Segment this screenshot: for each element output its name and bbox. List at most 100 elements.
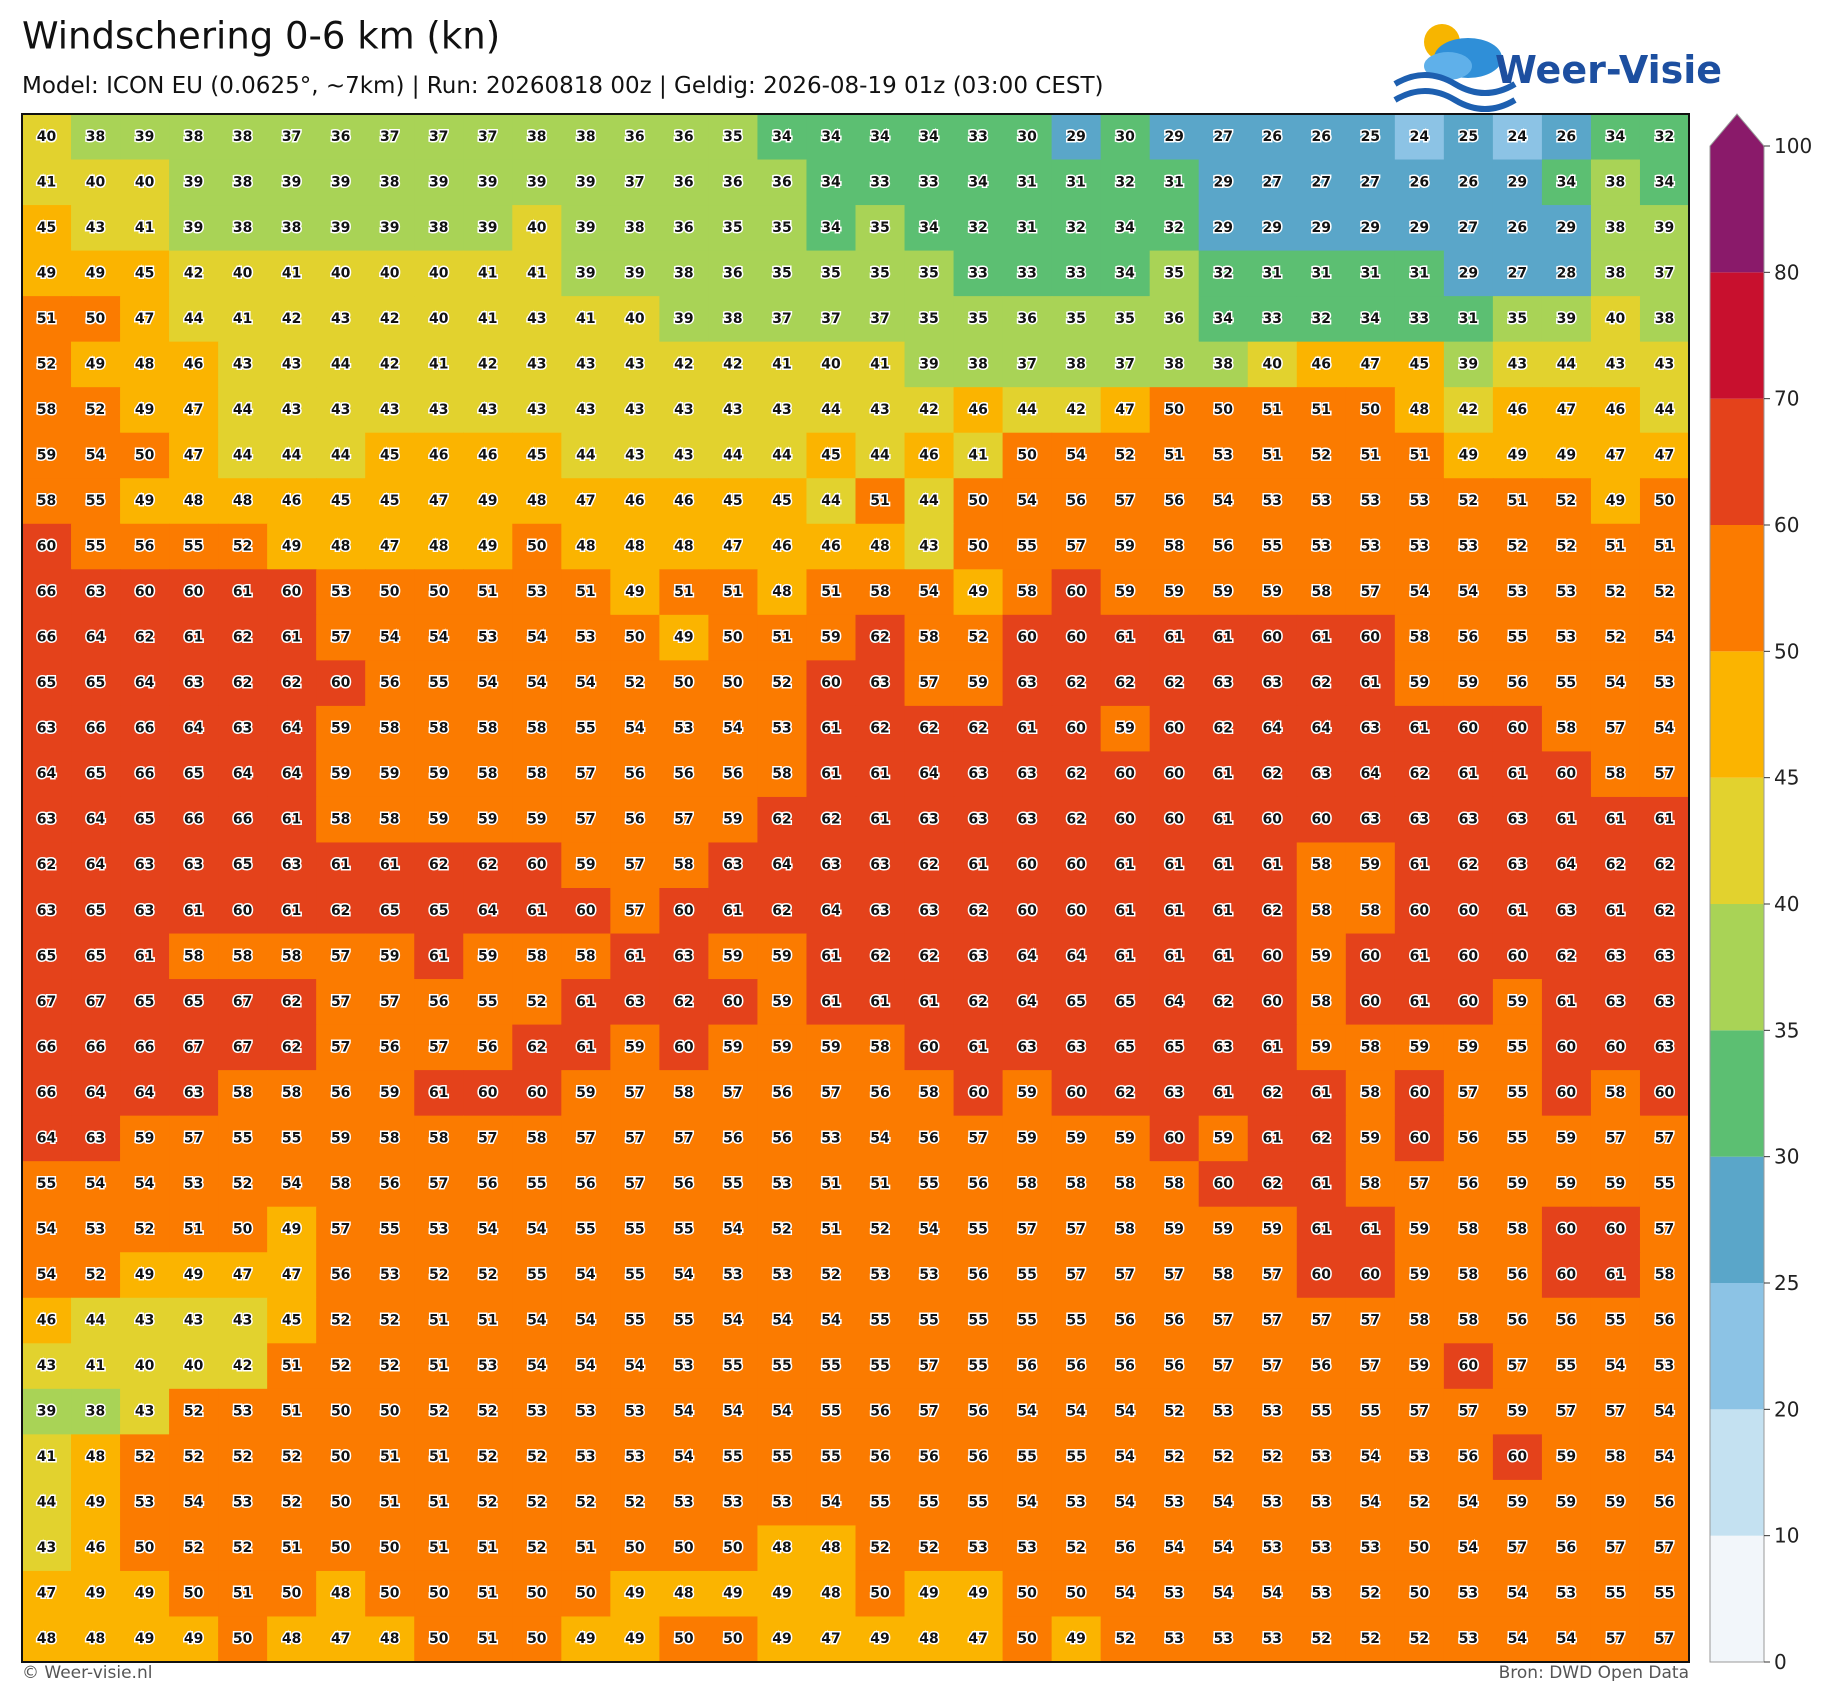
cell-value: 54: [527, 1358, 547, 1374]
field-cell: [1590, 1297, 1641, 1344]
field-cell: [463, 569, 513, 616]
field-cell: [561, 1616, 611, 1663]
cell-value: 64: [37, 766, 57, 782]
cell-value: 61: [184, 630, 203, 646]
field-cell: [120, 1479, 170, 1527]
field-cell: [1051, 1024, 1102, 1071]
cell-value: 56: [968, 1176, 987, 1192]
field-cell: [267, 705, 317, 753]
cell-value: 58: [870, 584, 889, 600]
cell-value: 60: [233, 903, 253, 919]
cell-value: 57: [1361, 584, 1380, 600]
cell-value: 49: [870, 1631, 889, 1647]
field-cell: [561, 296, 611, 343]
field-cell: [1247, 478, 1298, 525]
cell-value: 50: [184, 1586, 204, 1602]
field-cell: [512, 705, 562, 753]
cell-value: 57: [674, 1130, 693, 1146]
cell-value: 57: [1164, 1267, 1183, 1283]
field-cell: [71, 569, 121, 616]
field-cell: [610, 888, 660, 935]
field-cell: [659, 888, 710, 935]
field-cell: [22, 1297, 72, 1344]
cell-value: 28: [1557, 265, 1576, 281]
cell-value: 51: [478, 1586, 497, 1602]
field-cell: [1492, 296, 1543, 343]
cell-value: 59: [1410, 1267, 1429, 1283]
cell-value: 56: [625, 812, 644, 828]
field-cell: [1002, 1388, 1053, 1435]
field-cell: [561, 205, 611, 252]
cell-value: 49: [282, 1221, 301, 1237]
cell-value: 61: [380, 857, 399, 873]
field-cell: [22, 523, 72, 570]
cell-value: 53: [1312, 493, 1331, 509]
cell-value: 48: [233, 493, 252, 509]
cell-value: 62: [674, 994, 693, 1010]
cell-value: 61: [1606, 812, 1625, 828]
field-cell: [365, 933, 415, 980]
cell-value: 38: [233, 220, 252, 236]
cell-value: 57: [1263, 1358, 1282, 1374]
field-cell: [1639, 387, 1690, 434]
field-cell: [1345, 432, 1396, 479]
cell-value: 60: [1655, 1085, 1675, 1101]
field-cell: [1345, 979, 1396, 1026]
field-cell: [1590, 569, 1641, 616]
cell-value: 29: [1410, 220, 1429, 236]
field-cell: [414, 432, 464, 479]
field-cell: [1002, 888, 1053, 935]
cell-value: 51: [184, 1221, 203, 1237]
cell-value: 31: [1066, 174, 1085, 190]
field-cell: [1247, 660, 1298, 707]
colorbar-segment: [1710, 1030, 1764, 1157]
field-grid: 40 38 39 38 38 37 36 37 37 37 38 38 36 36 35 34 34 34 34 33…: [22, 114, 1690, 1663]
field-cell: [659, 933, 710, 980]
field-cell: [561, 1161, 611, 1208]
cell-value: 52: [478, 1495, 497, 1511]
cell-value: 61: [1361, 1221, 1380, 1237]
cell-value: 57: [1410, 1404, 1429, 1420]
field-cell: [1100, 569, 1151, 616]
field-cell: [904, 159, 955, 206]
field-cell: [1296, 1070, 1347, 1117]
field-cell: [463, 1479, 513, 1527]
cell-value: 58: [1459, 1313, 1478, 1329]
field-cell: [267, 569, 317, 616]
field-cell: [561, 387, 611, 434]
field-cell: [1002, 751, 1053, 798]
field-cell: [120, 705, 170, 753]
field-cell: [169, 114, 219, 161]
cell-value: 58: [37, 402, 56, 418]
field-cell: [904, 341, 955, 388]
field-cell: [1149, 705, 1200, 753]
field-cell: [1051, 933, 1102, 980]
cell-value: 37: [870, 311, 889, 327]
field-cell: [659, 114, 710, 161]
field-cell: [904, 1297, 955, 1344]
cell-value: 55: [1557, 675, 1576, 691]
cell-value: 58: [1655, 1267, 1674, 1283]
field-cell: [904, 1570, 955, 1618]
cell-value: 48: [331, 539, 350, 555]
field-cell: [953, 842, 1004, 889]
field-cell: [1443, 933, 1494, 980]
cell-value: 41: [478, 311, 497, 327]
field-cell: [512, 1479, 562, 1527]
field-cell: [806, 1024, 857, 1071]
field-cell: [1198, 979, 1249, 1026]
cell-value: 50: [233, 1631, 253, 1647]
field-cell: [1639, 1115, 1690, 1162]
field-cell: [22, 1161, 72, 1208]
cell-value: 62: [135, 630, 154, 646]
cell-value: 58: [37, 493, 56, 509]
field-cell: [120, 1297, 170, 1344]
field-cell: [757, 979, 808, 1026]
field-cell: [120, 432, 170, 479]
cell-value: 57: [1459, 1404, 1478, 1420]
cell-value: 55: [968, 1495, 987, 1511]
field-cell: [1100, 888, 1151, 935]
cell-value: 64: [1361, 766, 1381, 782]
field-cell: [1198, 933, 1249, 980]
cell-value: 55: [870, 1358, 889, 1374]
